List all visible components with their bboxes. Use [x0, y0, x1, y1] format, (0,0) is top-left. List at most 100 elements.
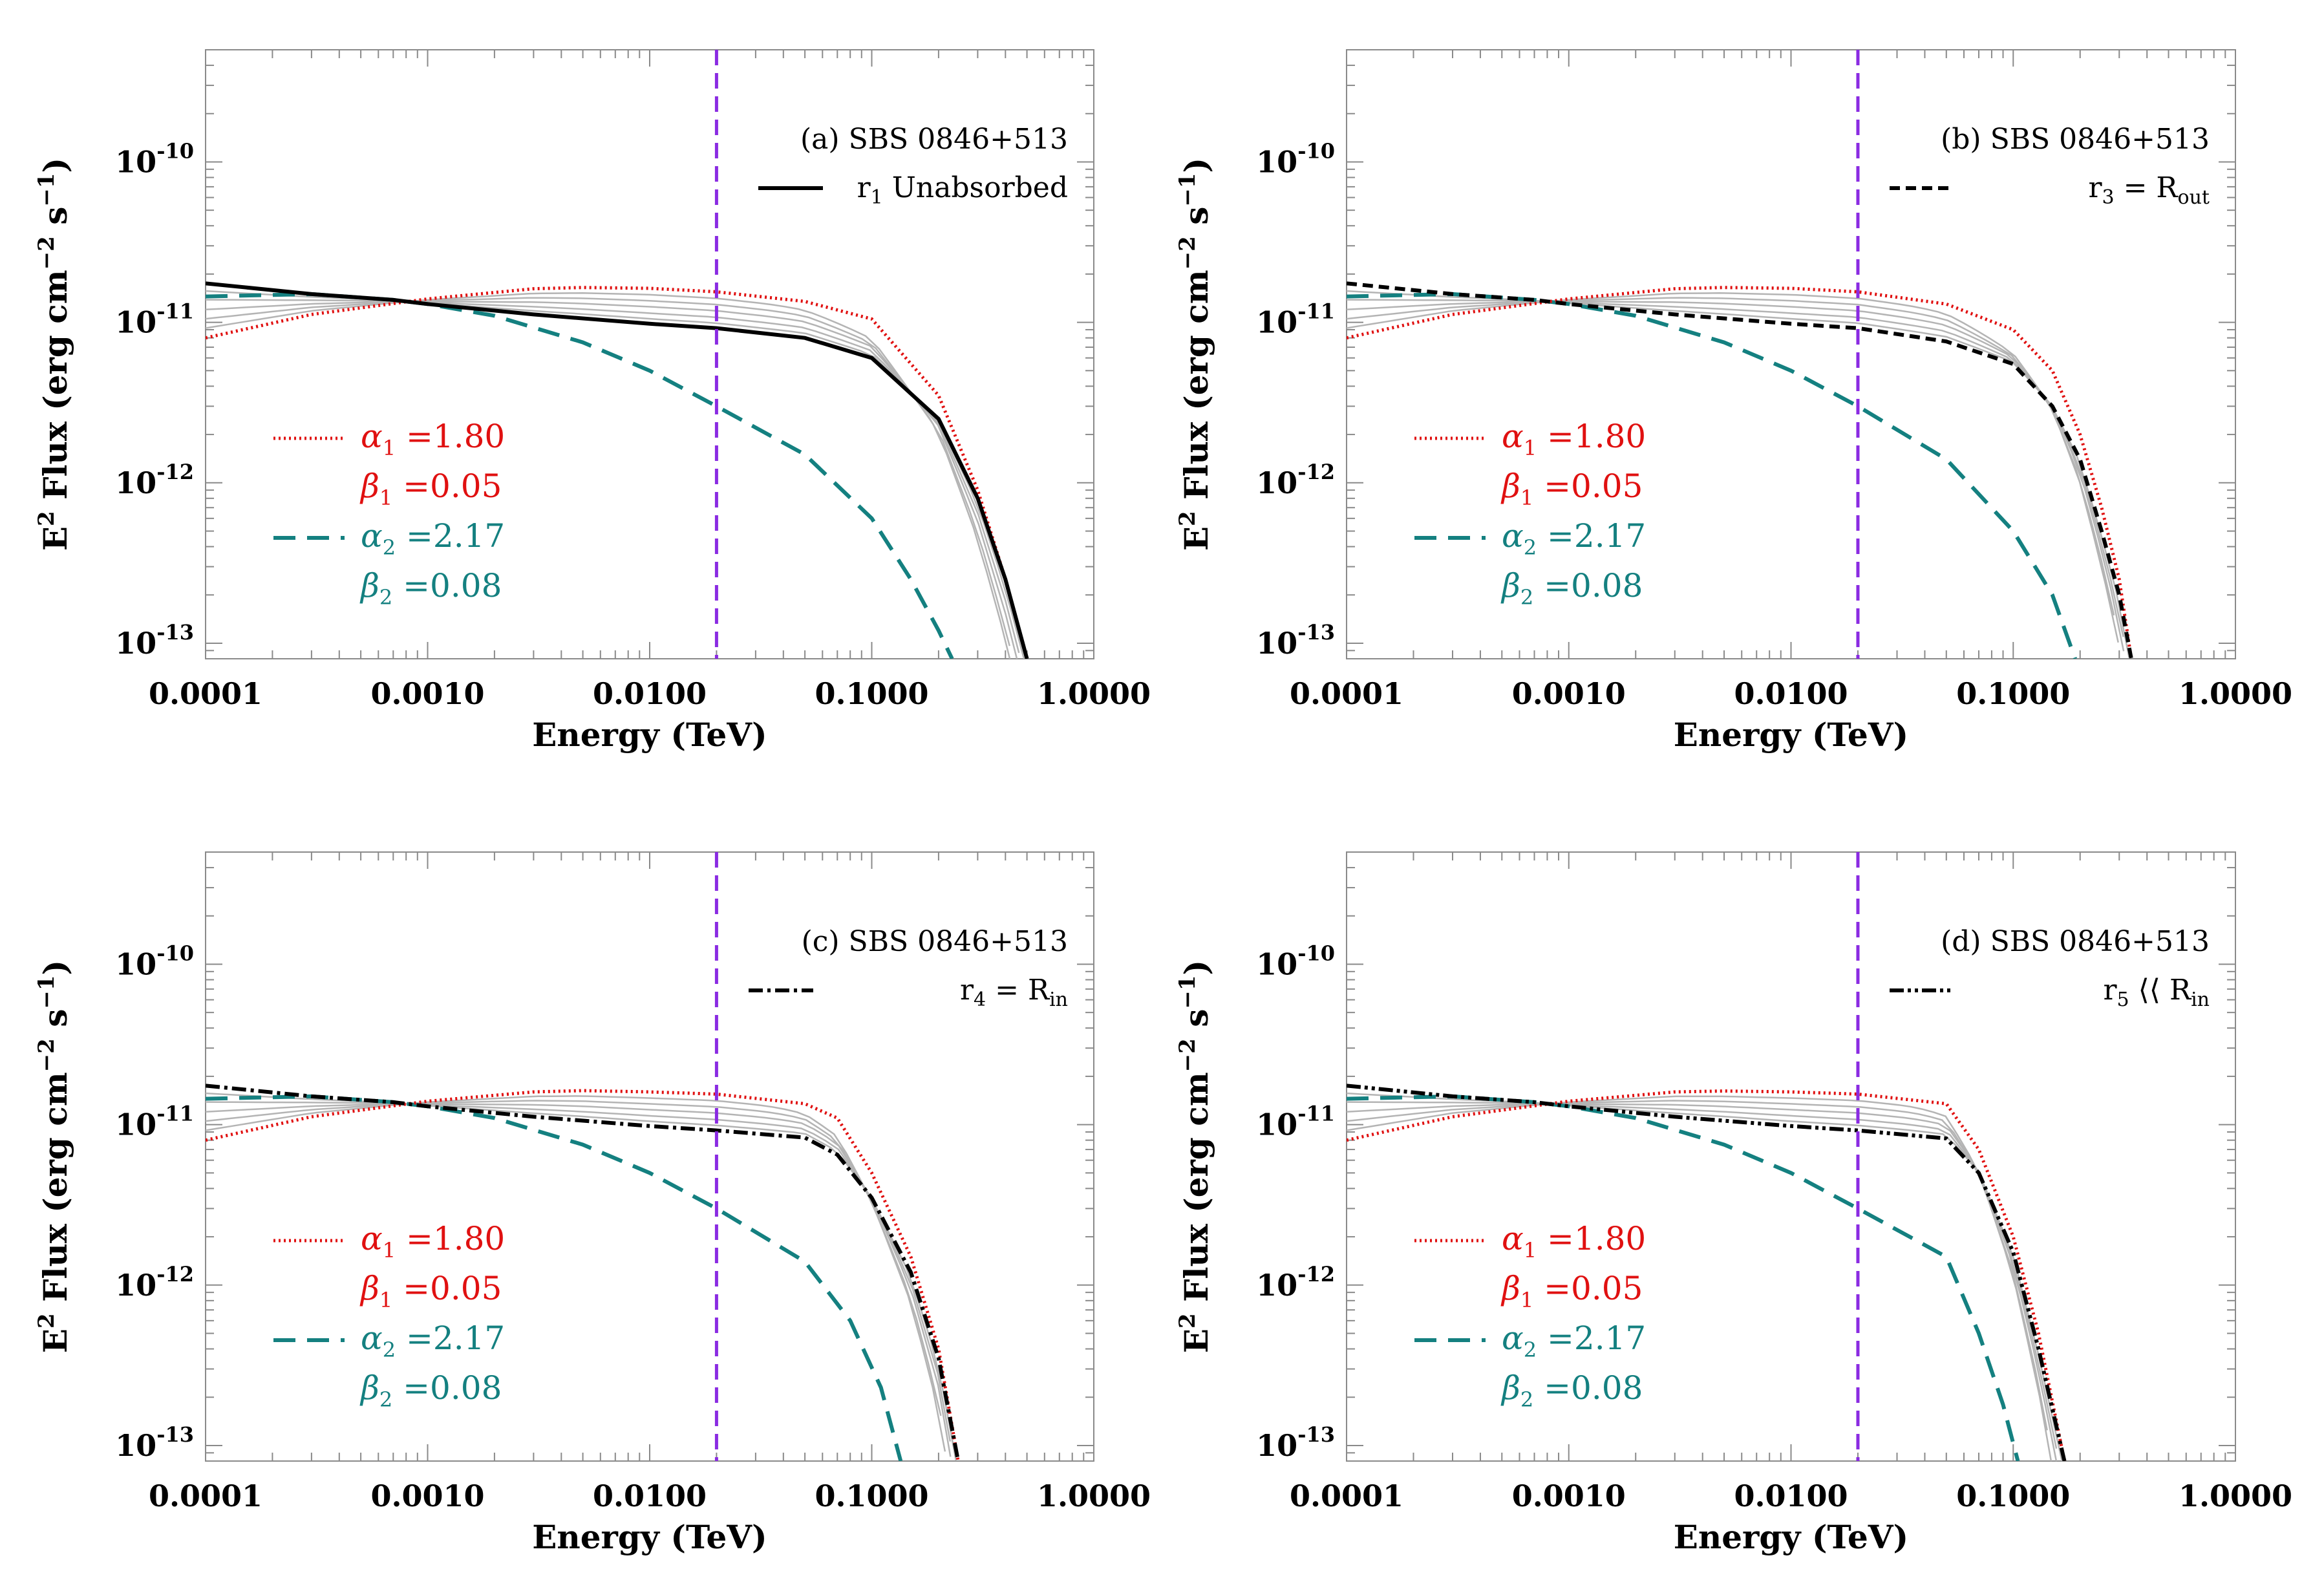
x-tick-label: 0.0100	[593, 1479, 707, 1513]
grey-model-curve	[1347, 290, 2130, 658]
panel-title: (c) SBS 0846+513	[802, 925, 1068, 958]
x-tick-label: 1.0000	[2179, 676, 2292, 711]
curves	[206, 1084, 961, 1461]
alpha1-beta1-curve	[206, 286, 1029, 659]
parameter-label: α1 =1.80	[361, 418, 505, 460]
x-tick-label: 0.0010	[1512, 676, 1626, 711]
x-tick-label: 1.0000	[2179, 1479, 2292, 1513]
y-tick-label: 10-13	[115, 1422, 194, 1463]
x-axis-label: Energy (TeV)	[532, 1518, 767, 1556]
y-tick-label: 10-11	[1256, 1102, 1335, 1142]
y-tick-label: 10-11	[115, 299, 194, 340]
y-tick-label: 10-13	[115, 620, 194, 661]
x-tick-label: 0.0001	[1290, 676, 1403, 711]
alpha1-beta1-curve	[206, 1089, 960, 1461]
x-axis-label: Energy (TeV)	[1674, 1518, 1908, 1556]
grey-model-curve	[1347, 1095, 2052, 1461]
grey-model-curve	[1347, 292, 2119, 643]
panel-a: 0.0001 0.0010 0.0100 0.1000 1.0000 10-10 10-11…	[34, 49, 1151, 754]
grey-model-curve	[206, 290, 1025, 659]
parameter-label: α2 =2.17	[1502, 1319, 1646, 1362]
y-axis-label: E2 Flux (erg cm−2 s−1)	[34, 158, 74, 551]
grey-model-curve	[1347, 297, 2115, 616]
curves	[1347, 281, 2133, 659]
panel-title: (a) SBS 0846+513	[800, 123, 1068, 156]
y-tick-label: 10-10	[115, 941, 194, 981]
x-tick-label: 0.0010	[370, 676, 484, 711]
parameter-label: α2 =2.17	[361, 1319, 505, 1362]
alpha2-beta2-curve	[206, 1094, 903, 1461]
y-tick-label: 10-12	[115, 460, 194, 500]
x-tick-label: 0.0001	[149, 676, 262, 711]
y-axis-label: E2 Flux (erg cm−2 s−1)	[1175, 158, 1215, 551]
grey-model-curve	[206, 1101, 952, 1442]
panel-c: 0.0001 0.0010 0.0100 0.1000 1.0000 10-10 10-11…	[34, 851, 1151, 1556]
parameter-label: α2 =2.17	[1502, 517, 1646, 560]
absorbed-model-curve	[206, 1084, 961, 1461]
parameter-label: β2 =0.08	[359, 1369, 502, 1412]
x-tick-label: 0.0100	[593, 676, 707, 711]
y-tick-label: 10-11	[115, 1102, 194, 1142]
x-tick-label: 0.1000	[815, 676, 928, 711]
grey-model-curve	[1347, 1100, 2048, 1431]
x-tick-label: 1.0000	[1037, 676, 1151, 711]
x-tick-label: 0.0100	[1734, 1479, 1848, 1513]
y-axis-label: E2 Flux (erg cm−2 s−1)	[1175, 960, 1215, 1353]
absorbed-model-curve	[206, 281, 1029, 659]
x-tick-label: 0.0010	[1512, 1479, 1626, 1513]
y-tick-label: 10-13	[1256, 620, 1335, 661]
parameter-label: β1 =0.05	[359, 1270, 502, 1312]
y-tick-label: 10-12	[115, 1262, 194, 1303]
parameter-label: α1 =1.80	[361, 1220, 505, 1263]
x-tick-label: 0.1000	[815, 1479, 928, 1513]
grey-model-curve	[206, 1103, 952, 1457]
x-tick-label: 1.0000	[1037, 1479, 1151, 1513]
legend-label: r4 = Rin	[960, 974, 1068, 1011]
absorbed-model-curve	[1347, 1084, 2067, 1461]
x-tick-label: 0.1000	[1956, 676, 2070, 711]
x-tick-label: 0.0010	[370, 1479, 484, 1513]
parameter-label: β1 =0.05	[1500, 467, 1643, 510]
grey-model-curve	[1347, 1092, 2063, 1461]
y-tick-label: 10-12	[1256, 460, 1335, 500]
parameter-label: β2 =0.08	[1500, 1369, 1643, 1412]
y-tick-label: 10-11	[1256, 299, 1335, 340]
panel-b: 0.0001 0.0010 0.0100 0.1000 1.0000 10-10 10-11…	[1175, 49, 2292, 754]
parameter-label: β1 =0.05	[359, 467, 502, 510]
x-tick-label: 0.0001	[149, 1479, 262, 1513]
grey-model-curve	[206, 301, 1018, 659]
grey-model-curve	[1347, 301, 2125, 652]
grey-model-curve	[1347, 1101, 2058, 1449]
curves	[1347, 1084, 2067, 1461]
panel-title: (d) SBS 0846+513	[1941, 925, 2210, 958]
y-tick-label: 10-12	[1256, 1262, 1335, 1303]
x-tick-label: 0.0100	[1734, 676, 1848, 711]
y-tick-label: 10-10	[1256, 941, 1335, 981]
parameter-label: β2 =0.08	[1500, 567, 1643, 610]
y-tick-label: 10-10	[1256, 138, 1335, 179]
grey-model-curve	[206, 292, 1011, 659]
x-axis-label: Energy (TeV)	[532, 716, 767, 754]
legend-label: r1 Unabsorbed	[857, 171, 1068, 209]
alpha2-beta2-curve	[1347, 292, 2077, 659]
y-tick-label: 10-13	[1256, 1422, 1335, 1463]
x-tick-label: 0.1000	[1956, 1479, 2070, 1513]
panel-d: 0.0001 0.0010 0.0100 0.1000 1.0000 10-10 10-11…	[1175, 851, 2292, 1556]
alpha1-beta1-curve	[1347, 286, 2133, 659]
parameter-label: β2 =0.08	[359, 567, 502, 610]
legend-label: r3 = Rout	[2088, 171, 2210, 209]
y-axis-label: E2 Flux (erg cm−2 s−1)	[34, 960, 74, 1353]
grey-model-curve	[206, 299, 1020, 654]
grey-model-curve	[206, 1100, 942, 1416]
grey-model-curve	[1347, 299, 2124, 637]
grey-model-curve	[206, 1092, 957, 1460]
panel-title: (b) SBS 0846+513	[1941, 123, 2210, 156]
alpha2-beta2-curve	[1347, 1094, 2020, 1461]
curves	[206, 281, 1029, 659]
legend-label: r5 ⟨⟨ Rin	[2104, 974, 2210, 1011]
absorbed-model-curve	[1347, 281, 2133, 659]
parameter-label: α1 =1.80	[1502, 418, 1646, 460]
alpha1-beta1-curve	[1347, 1089, 2066, 1461]
grey-model-curve	[206, 1095, 946, 1452]
